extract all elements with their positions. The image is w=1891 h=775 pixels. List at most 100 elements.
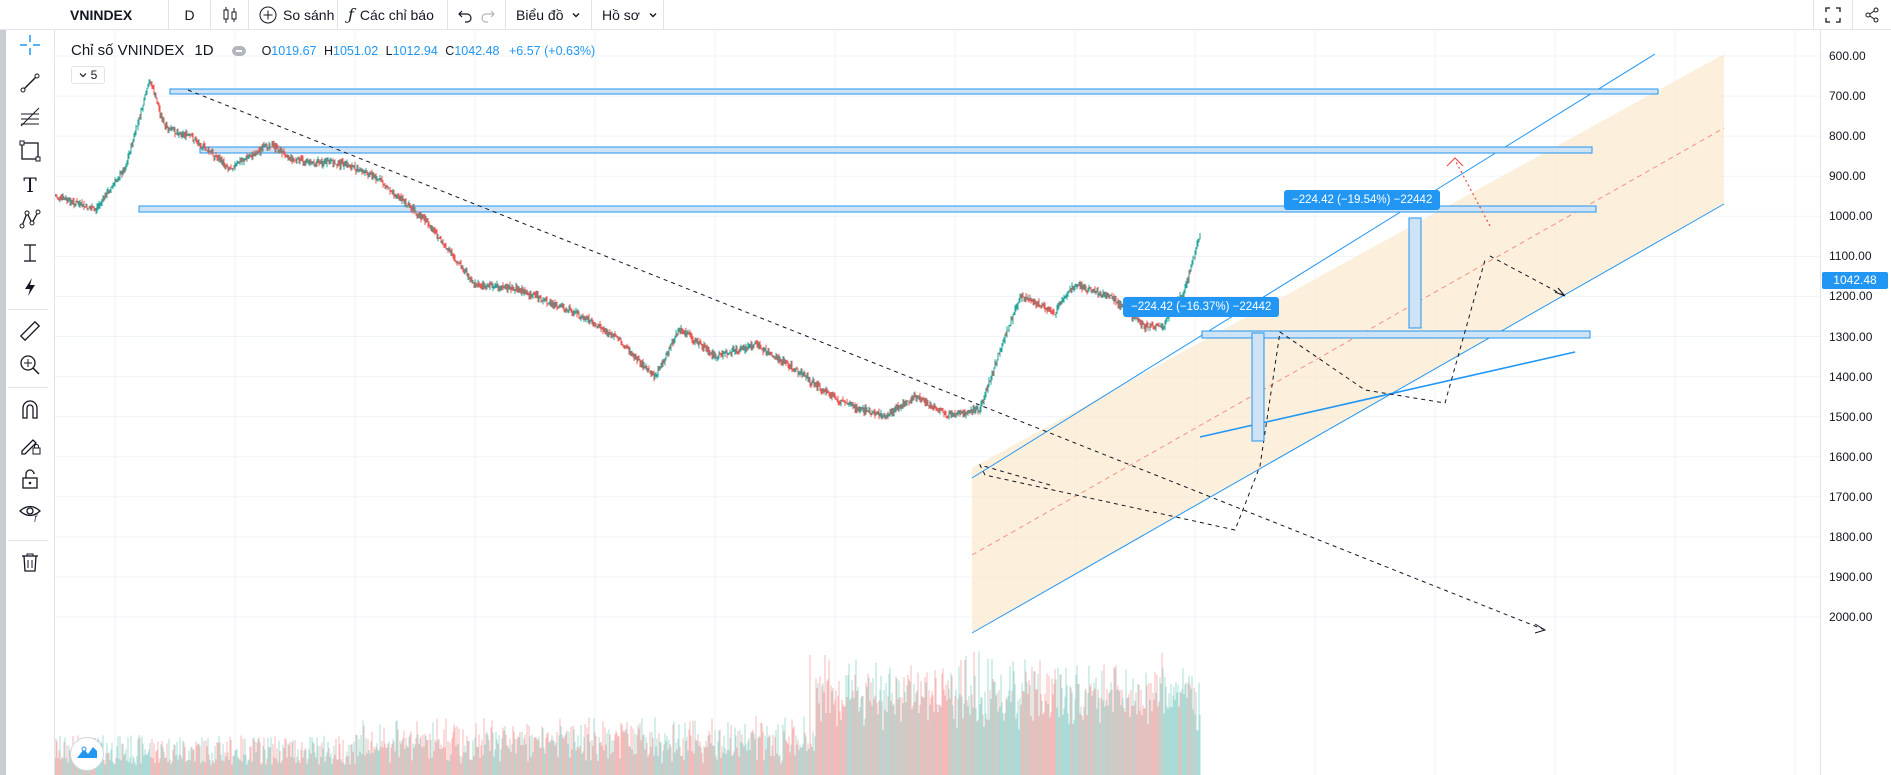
- close-value: 1042.48: [454, 43, 500, 58]
- toolbar-divider: [8, 540, 48, 541]
- price-axis-label: 700.00: [1829, 89, 1866, 104]
- interval-button[interactable]: D: [169, 0, 211, 30]
- chevron-down-icon: [648, 10, 658, 20]
- trash-icon[interactable]: [17, 549, 43, 575]
- fullscreen-icon: [1825, 6, 1841, 23]
- price-axis-label: 1600.00: [1829, 449, 1873, 464]
- crosshair-icon[interactable]: [17, 32, 43, 58]
- svg-text:f: f: [33, 514, 39, 522]
- measure-label-1[interactable]: −224.42 (−16.37%) −22442: [1123, 297, 1280, 317]
- tradingview-logo[interactable]: [70, 737, 104, 771]
- low-value: 1012.94: [392, 43, 438, 58]
- price-axis-label: 1000.00: [1829, 209, 1873, 224]
- legend-toggle-icon[interactable]: [231, 45, 246, 56]
- price-axis-label: 800.00: [1829, 129, 1866, 144]
- support-zone[interactable]: [1201, 330, 1591, 339]
- zoom-in-icon[interactable]: [17, 352, 43, 378]
- magnet-icon[interactable]: [17, 396, 43, 422]
- arrow-head: [1534, 623, 1547, 634]
- low-key: L: [385, 43, 393, 58]
- resistance-zone-1[interactable]: [169, 88, 1659, 95]
- ruler-icon[interactable]: [17, 318, 43, 344]
- price-axis-label: 1700.00: [1829, 489, 1873, 504]
- symbol-search[interactable]: VNINDEX: [0, 0, 169, 30]
- indicators-button[interactable]: ƒ Các chỉ báo: [338, 0, 448, 30]
- compare-label: So sánh: [283, 6, 335, 23]
- long-downtrend-arrow[interactable]: [187, 89, 1546, 631]
- profile-menu[interactable]: Hồ sơ: [592, 0, 664, 30]
- trend-line-icon[interactable]: [17, 70, 43, 96]
- indicator-collapse-button[interactable]: 5: [71, 66, 105, 84]
- high-value: 1051.02: [333, 43, 379, 58]
- resistance-zone-3[interactable]: [138, 205, 1597, 213]
- measure-box-2[interactable]: [1408, 217, 1422, 329]
- lightning-icon[interactable]: [17, 274, 43, 300]
- chart-type-button[interactable]: [211, 0, 249, 30]
- legend-title[interactable]: Chỉ số VNINDEX: [71, 42, 185, 59]
- arrow-head: [1554, 287, 1566, 297]
- lock-drawings-icon[interactable]: [17, 432, 43, 458]
- drawing-toolbar: T f: [0, 30, 55, 775]
- fullscreen-button[interactable]: [1813, 0, 1853, 30]
- symbol-label: VNINDEX: [70, 6, 133, 23]
- chart-legend: Chỉ số VNINDEX 1D O1019.67 H1051.02 L101…: [71, 42, 595, 59]
- target-arrow-down[interactable]: [1489, 255, 1566, 297]
- eye-icon[interactable]: f: [17, 498, 43, 524]
- ohlc-values: O1019.67 H1051.02 L1012.94 C1042.48 +6.5…: [262, 44, 596, 58]
- change-value: +6.57 (+0.63%): [509, 43, 596, 58]
- price-axis-label: 600.00: [1829, 49, 1866, 63]
- open-key: O: [261, 43, 272, 58]
- rectangle-icon[interactable]: [17, 138, 43, 164]
- channel-fill: [972, 54, 1724, 633]
- arrow-head: [1446, 157, 1464, 167]
- text-icon[interactable]: T: [23, 173, 37, 197]
- unlock-icon[interactable]: [17, 466, 43, 492]
- top-toolbar: VNINDEX D So sánh ƒ Các chỉ báo Biểu đồ …: [0, 0, 1891, 30]
- open-value: 1019.67: [271, 43, 317, 58]
- share-icon: [1864, 7, 1880, 23]
- channel-upper-line[interactable]: [971, 53, 1656, 479]
- undo-redo-group: [448, 0, 506, 30]
- parallel-channel[interactable]: [971, 53, 1725, 634]
- pattern-icon[interactable]: [17, 206, 43, 232]
- price-axis[interactable]: 600.00 700.00 800.00 900.00 1000.00 1100.00 12…: [1820, 30, 1891, 775]
- projection-icon[interactable]: [17, 240, 43, 266]
- logo-icon: [76, 745, 98, 764]
- chevron-down-icon: [571, 10, 581, 20]
- price-candles: [55, 79, 1201, 420]
- price-axis-label: 1300.00: [1829, 329, 1873, 344]
- chart-menu-label: Biểu đồ: [516, 6, 564, 23]
- last-price-tag: 1042.48: [1822, 272, 1888, 289]
- price-axis-label: 1800.00: [1829, 529, 1873, 544]
- function-icon: ƒ: [348, 5, 354, 24]
- compare-button[interactable]: So sánh: [249, 0, 338, 30]
- indicator-count: 5: [90, 68, 98, 82]
- fib-icon[interactable]: [17, 104, 43, 130]
- indicators-label: Các chỉ báo: [359, 6, 434, 23]
- plus-circle-icon: [259, 6, 277, 24]
- measure-box-1[interactable]: [1251, 332, 1265, 442]
- measure-label-2[interactable]: −224.42 (−19.54%) −22442: [1284, 190, 1441, 210]
- channel-lower-line[interactable]: [971, 203, 1725, 634]
- channel-median-line: [971, 127, 1725, 556]
- redo-icon[interactable]: [480, 7, 496, 23]
- interval-label: D: [184, 6, 195, 23]
- candles-icon: [221, 6, 239, 24]
- undo-icon[interactable]: [457, 7, 473, 23]
- share-button[interactable]: [1853, 0, 1891, 30]
- chevron-down-icon: [79, 68, 87, 82]
- horizontal-zones[interactable]: [138, 88, 1659, 339]
- chart-canvas[interactable]: [55, 30, 1820, 775]
- projection-path[interactable]: [979, 259, 1486, 531]
- chart-menu[interactable]: Biểu đồ: [506, 0, 592, 30]
- price-axis-label: 1100.00: [1829, 249, 1872, 264]
- price-axis-label: 900.00: [1829, 169, 1866, 184]
- price-axis-label: 1200.00: [1829, 289, 1873, 304]
- trend-drawings[interactable]: [187, 89, 1576, 634]
- price-axis-label: 1500.00: [1829, 409, 1873, 424]
- close-key: C: [445, 43, 455, 58]
- resistance-zone-2[interactable]: [199, 146, 1593, 154]
- volume-bars: [55, 651, 1201, 775]
- window-edge: [0, 30, 6, 775]
